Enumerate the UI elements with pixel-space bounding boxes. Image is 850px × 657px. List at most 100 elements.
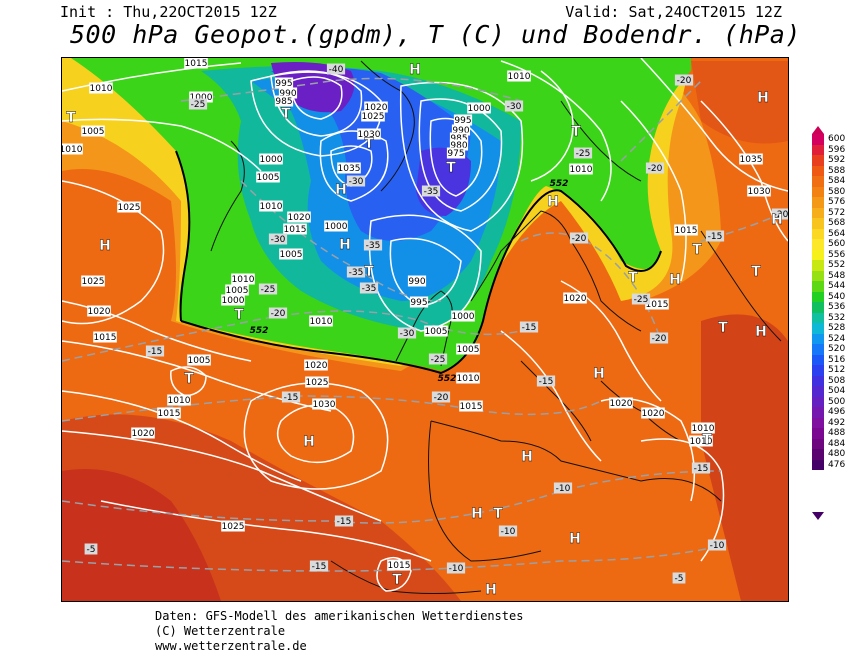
low-pressure-marker: T [493,506,503,522]
footer-website: www.wetterzentrale.de [155,639,307,653]
scale-swatch [812,281,824,292]
svg-text:995: 995 [454,116,471,126]
scale-label: 488 [828,428,846,438]
svg-text:1005: 1005 [188,356,211,366]
isotherm-label: -10 [707,539,727,551]
valid-time: Valid: Sat,24OCT2015 12Z [565,3,782,21]
isotherm-label: -20 [674,74,694,86]
scale-label: 528 [828,323,846,333]
scale-swatch [812,407,824,418]
svg-text:-20: -20 [652,334,667,344]
isobar-label: 1025 [305,376,329,388]
scale-label: 560 [828,239,846,249]
svg-text:1005: 1005 [425,327,448,337]
svg-text:-10: -10 [556,484,571,494]
scale-swatch [812,417,824,428]
high-pressure-marker: H [757,90,769,106]
high-pressure-marker: H [771,212,783,228]
isotherm-label: -15 [309,560,329,572]
low-pressure-marker: T [571,124,581,140]
low-pressure-marker: T [718,320,728,336]
svg-text:-35: -35 [362,284,377,294]
isobar-label: 990 [451,124,471,136]
svg-text:-20: -20 [677,76,692,86]
isotherm-label: -35 [363,239,383,251]
field-violet-low [416,147,471,216]
isobar-label: 980 [449,139,469,151]
svg-text:1000: 1000 [222,296,245,306]
svg-text:1030: 1030 [313,400,336,410]
scale-swatch [812,365,824,376]
isobar-label: 1015 [93,331,117,343]
isobar-label: 1005 [187,354,211,366]
isobar-label: 1010 [62,143,83,155]
svg-text:1010: 1010 [310,317,333,327]
isotherm-label: -20 [771,208,788,220]
svg-text:1010: 1010 [570,165,593,175]
scale-label: 592 [828,155,846,165]
svg-text:-30: -30 [349,177,364,187]
isobar-label: 1010 [456,372,480,384]
high-pressure-marker: H [409,62,421,78]
isobar-label: 1000 [324,220,348,232]
scale-label: 588 [828,165,846,176]
svg-text:-15: -15 [337,517,352,527]
svg-text:1010: 1010 [457,374,480,384]
svg-text:1030: 1030 [748,187,771,197]
svg-text:1010: 1010 [168,396,191,406]
isobar-label: 1015 [459,400,483,412]
contour-552-west [175,150,191,322]
isobar-label: 990 [278,87,298,99]
isotherm-label: -15 [536,375,556,387]
svg-text:1015: 1015 [284,225,307,235]
scale-label: 480 [828,449,846,459]
isobar-label: 1005 [456,343,480,355]
isobar-label: 1015 [387,559,411,571]
scale-label: 576 [828,197,846,207]
isotherm-label: -10 [498,525,518,537]
scale-label: 508 [828,375,846,386]
scale-label: 476 [828,459,846,470]
scale-top-arrow [812,126,824,134]
svg-text:1030: 1030 [358,130,381,140]
scale-swatch [812,228,824,239]
svg-text:1015: 1015 [460,402,483,412]
scale-swatch [812,186,824,197]
isobar-label: 1030 [357,128,381,140]
isotherm-label: -30 [346,175,366,187]
svg-text:1000: 1000 [468,104,491,114]
scale-label: 548 [828,270,846,281]
svg-text:1020: 1020 [642,409,665,419]
svg-text:-5: -5 [675,574,684,584]
isotherm-label: -10 [446,562,466,574]
low-pressure-marker: T [392,572,402,588]
high-pressure-marker: H [593,366,605,382]
scale-swatch [812,176,824,187]
isobar-label: 1035 [337,162,361,174]
isotherm-label: -30 [397,327,417,339]
isobar-label: 1025 [117,201,141,213]
isobar-label: 1005 [424,325,448,337]
svg-text:-30: -30 [271,235,286,245]
isotherm-label: -20 [431,391,451,403]
scale-swatch [812,239,824,250]
svg-text:-25: -25 [634,295,649,305]
pressure-labels: 1015101010051010102510251020101599599010… [62,58,771,571]
svg-text:975: 975 [447,149,464,159]
isobar-label: 1015 [184,58,208,69]
svg-text:1020: 1020 [288,213,311,223]
isotherm-label: -5 [84,543,98,555]
low-pressure-marker: T [702,432,712,448]
isobar-label: 1015 [157,407,181,419]
svg-text:-35: -35 [349,268,364,278]
scale-swatch [812,165,824,176]
high-pressure-marker: H [669,272,681,288]
scale-label: 496 [828,407,846,417]
svg-text:1005: 1005 [280,250,303,260]
svg-text:1015: 1015 [158,409,181,419]
scale-label: 532 [828,312,846,323]
isobar-label: 1030 [312,398,336,410]
svg-text:-10: -10 [449,564,464,574]
svg-text:985: 985 [450,134,467,144]
svg-text:-30: -30 [507,102,522,112]
